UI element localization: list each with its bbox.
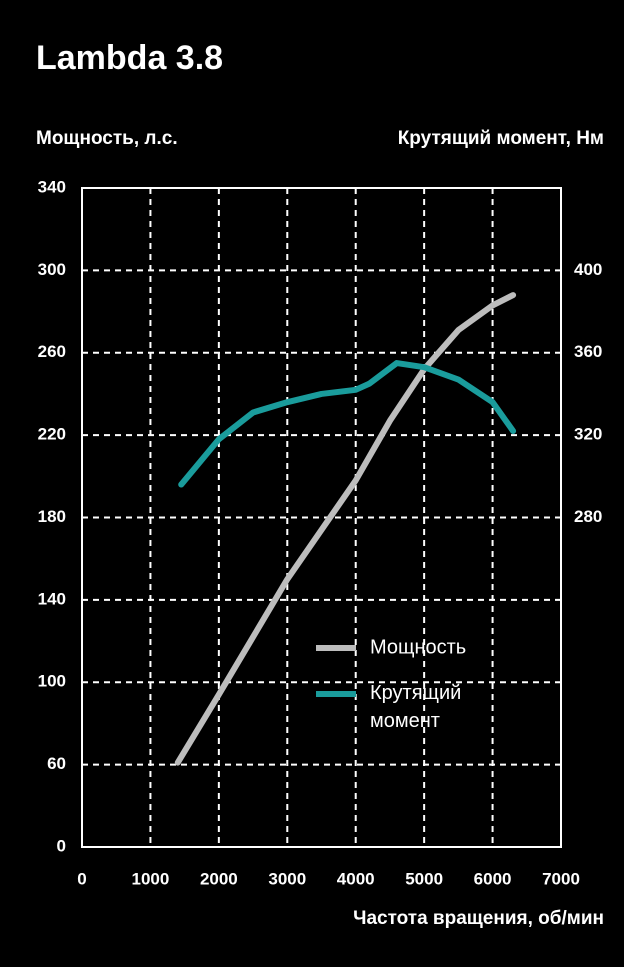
y-tick-label: 140 [38,589,66,608]
y-tick-label: 340 [38,177,66,196]
x-tick-label: 7000 [542,869,580,888]
series-line [174,292,517,766]
legend-label: Крутящий момент [370,682,461,732]
y-tick-label: 220 [38,425,66,444]
y-tick-label: 260 [38,342,66,361]
x-tick-label: 3000 [268,869,306,888]
y2-tick-label: 320 [574,425,602,444]
y-tick-label: 300 [38,260,66,279]
y2-tick-label: 280 [574,507,602,526]
y2-axis-title: Крутящий момент, Нм [398,128,604,149]
x-tick-label: 0 [77,869,86,888]
y2-tick-label: 400 [574,260,602,279]
y-tick-label: 180 [38,507,66,526]
y-tick-label: 60 [47,754,66,773]
y-tick-label: 0 [57,836,66,855]
x-tick-label: 5000 [405,869,443,888]
y-tick-label: 100 [38,672,66,691]
legend-label: Мощность [370,636,466,658]
y2-tick-label: 360 [574,342,602,361]
x-tick-label: 1000 [132,869,170,888]
x-tick-label: 2000 [200,869,238,888]
series-line [178,360,517,488]
x-tick-label: 6000 [474,869,512,888]
y-axis-title: Мощность, л.с. [36,128,178,149]
chart-title: Lambda 3.8 [36,39,223,77]
x-axis-title: Частота вращения, об/мин [353,908,604,929]
x-tick-label: 4000 [337,869,375,888]
